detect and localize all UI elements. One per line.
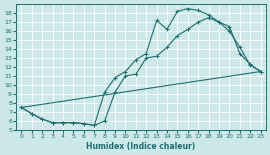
X-axis label: Humidex (Indice chaleur): Humidex (Indice chaleur) bbox=[86, 142, 196, 151]
